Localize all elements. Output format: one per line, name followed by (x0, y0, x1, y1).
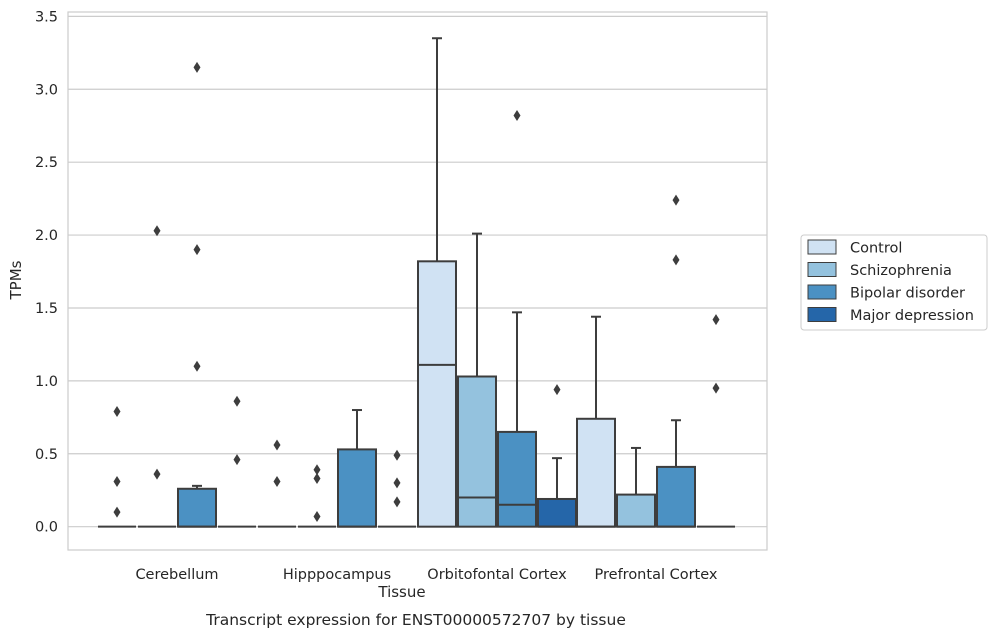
legend-swatch (807, 307, 837, 322)
x-tick-label: Hipppocampus (283, 567, 391, 583)
outlier-point (193, 360, 201, 372)
box-control (417, 37, 457, 528)
box-schizophrenia (616, 446, 656, 528)
outlier-point (393, 449, 401, 461)
y-tick-label: 1.0 (35, 374, 58, 390)
box-schizophrenia (138, 225, 176, 528)
legend-label: Major depression (850, 308, 974, 324)
outlier-point (553, 384, 561, 396)
box-major-depression (378, 449, 416, 528)
x-axis-ticks: Cerebellum Hipppocampus Orbitofontal Corte… (135, 567, 717, 583)
outlier-point (113, 405, 121, 417)
outlier-point (393, 477, 401, 489)
box-schizophrenia (298, 464, 336, 528)
outlier-point (273, 475, 281, 487)
legend-label: Bipolar disorder (850, 286, 965, 302)
legend: Control Schizophrenia Bipolar disorder Majo… (800, 234, 988, 331)
box-body (497, 430, 537, 528)
outlier-point (712, 314, 720, 326)
box-body (656, 465, 696, 528)
outlier-point (113, 506, 121, 518)
box-body (616, 493, 656, 528)
plot-border (67, 11, 768, 551)
box-group (98, 37, 735, 528)
outlier-point (273, 439, 281, 451)
chart-caption: Transcript expression for ENST0000057270… (205, 611, 626, 629)
outlier-point (393, 496, 401, 508)
legend-frame (800, 234, 988, 331)
x-tick-label: Cerebellum (135, 567, 218, 583)
box-major-depression (537, 384, 577, 528)
outlier-point (153, 468, 161, 480)
outlier-point (672, 194, 680, 206)
x-axis-label: Tissue (377, 583, 425, 601)
outlier-point (113, 475, 121, 487)
outlier-point (672, 254, 680, 266)
box-bipolar-disorder (337, 409, 377, 528)
y-axis-label: TPMs (7, 260, 25, 300)
outlier-point (193, 61, 201, 73)
legend-label: Control (850, 241, 902, 257)
y-tick-label: 0.5 (35, 447, 58, 463)
outlier-point (313, 464, 321, 476)
legend-swatch (807, 284, 837, 300)
y-tick-label: 0.0 (35, 520, 58, 536)
outlier-point (712, 382, 720, 394)
box-body (177, 487, 217, 528)
box-major-depression (697, 314, 735, 528)
y-tick-label: 1.5 (35, 301, 58, 317)
box-body (537, 497, 577, 528)
y-tick-label: 3.5 (35, 9, 58, 25)
outlier-point (313, 473, 321, 485)
box-major-depression (218, 395, 256, 528)
box-body (457, 375, 497, 528)
box-body (417, 260, 457, 528)
y-tick-label: 3.0 (35, 82, 58, 98)
box-bipolar-disorder (497, 110, 537, 528)
x-tick-label: Orbitofontal Cortex (427, 567, 567, 583)
box-bipolar-disorder (177, 61, 217, 528)
outlier-point (193, 244, 201, 256)
box-control (98, 405, 136, 528)
y-tick-label: 2.5 (35, 155, 58, 171)
y-tick-label: 2.0 (35, 228, 58, 244)
box-control (258, 439, 296, 528)
box-schizophrenia (457, 232, 497, 528)
legend-swatch (807, 239, 837, 255)
x-tick-label: Prefrontal Cortex (595, 567, 718, 583)
outlier-point (233, 454, 241, 466)
y-axis-ticks: 0.0 0.5 1.0 1.5 2.0 2.5 3.0 3.5 (35, 9, 58, 535)
box-bipolar-disorder (656, 194, 696, 528)
box-body (337, 448, 377, 528)
outlier-point (313, 510, 321, 522)
outlier-point (233, 395, 241, 407)
box-control (576, 315, 616, 528)
legend-label: Schizophrenia (850, 263, 952, 279)
outlier-point (513, 110, 521, 122)
outlier-point (153, 225, 161, 237)
box-body (576, 417, 616, 528)
legend-swatch (807, 262, 837, 277)
